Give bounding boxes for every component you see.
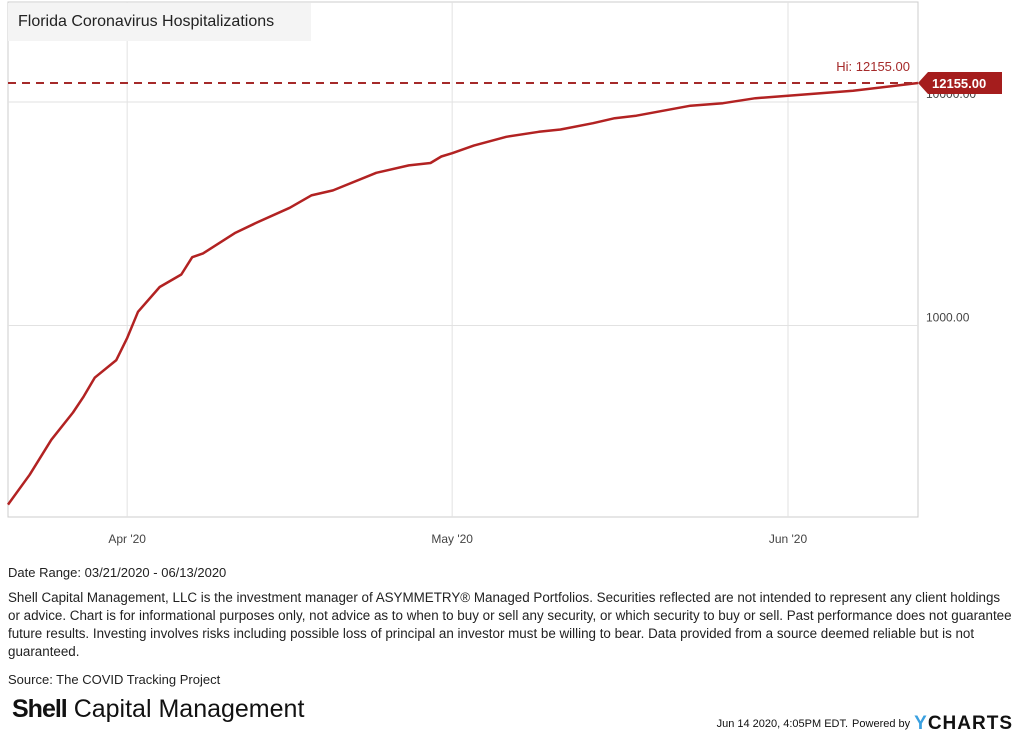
y-tick-label: 1000.00 [926, 310, 970, 324]
logo-bold: Shell [12, 695, 68, 723]
shell-logo: Shell Capital Management [12, 695, 304, 724]
chart-title: Florida Coronavirus Hospitalizations [8, 3, 311, 41]
last-value-label: 12155.00 [932, 76, 986, 91]
x-tick-label: Apr '20 [108, 532, 146, 546]
source: Source: The COVID Tracking Project [8, 672, 221, 687]
series-line [6, 81, 919, 506]
ycharts-y: Y [914, 713, 928, 734]
last-value-badge [918, 72, 1002, 95]
stamp: Jun 14 2020, 4:05PM EDT. Powered by YCHA… [717, 713, 1013, 735]
ycharts-logo: YCHARTS [914, 713, 1013, 735]
disclaimer: Shell Capital Management, LLC is the inv… [8, 590, 1012, 659]
hi-label: Hi: 12155.00 [836, 59, 910, 74]
date-range: Date Range: 03/21/2020 - 06/13/2020 [8, 565, 227, 580]
x-tick-label: Jun '20 [769, 532, 808, 546]
powered-by: Powered by [852, 718, 911, 730]
x-tick-label: May '20 [431, 532, 473, 546]
ycharts-rest: CHARTS [927, 713, 1013, 734]
plot-area [7, 1, 919, 518]
logo-rest: Capital Management [66, 695, 305, 723]
timestamp: Jun 14 2020, 4:05PM EDT. [716, 718, 849, 730]
